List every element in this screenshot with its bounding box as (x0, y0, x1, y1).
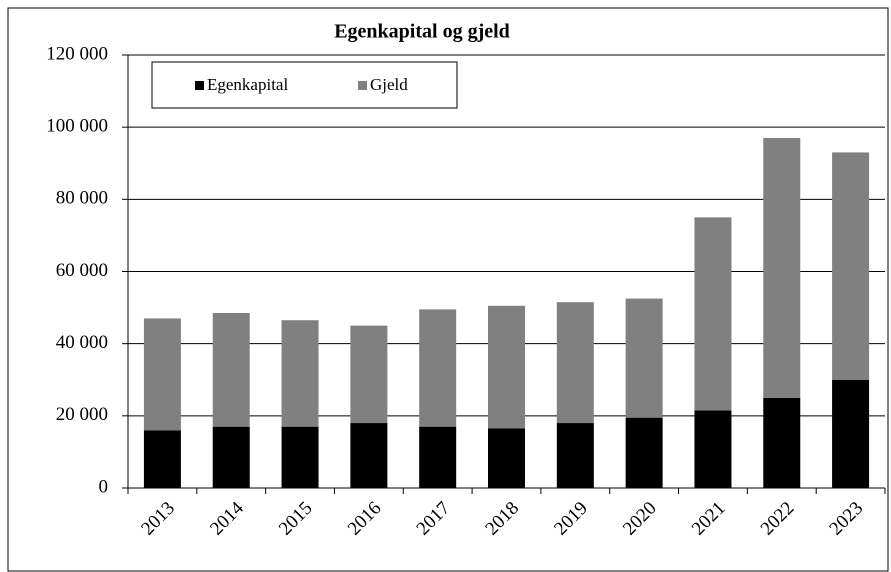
bar (143, 318, 181, 431)
bar (281, 426, 319, 488)
legend-swatch (358, 81, 367, 90)
bar (143, 430, 181, 488)
bar (763, 137, 801, 398)
bar (212, 426, 250, 488)
bar (556, 302, 594, 424)
bar (832, 152, 870, 380)
bar (625, 298, 663, 418)
y-tick-label: 20 000 (56, 404, 108, 425)
legend-label: Gjeld (370, 75, 408, 94)
bar (694, 217, 732, 411)
bar (419, 309, 457, 427)
bar (350, 325, 388, 424)
legend-label: Egenkapital (207, 75, 288, 94)
y-tick-label: 60 000 (56, 260, 108, 281)
y-tick-label: 80 000 (56, 188, 108, 209)
y-tick-label: 0 (99, 476, 109, 497)
bar (488, 428, 525, 488)
y-tick-label: 100 000 (46, 116, 108, 137)
bar (763, 397, 801, 488)
bar (350, 423, 388, 488)
chart-title: Egenkapital og gjeld (334, 21, 510, 43)
bar (832, 379, 870, 488)
bar (488, 305, 525, 429)
y-tick-label: 40 000 (56, 332, 108, 353)
bar (625, 417, 663, 488)
bar (212, 312, 250, 427)
bar (556, 423, 594, 488)
bar (419, 426, 457, 488)
bar (281, 320, 319, 427)
y-tick-label: 120 000 (46, 43, 108, 64)
legend-swatch (195, 81, 204, 90)
bar (694, 410, 732, 488)
